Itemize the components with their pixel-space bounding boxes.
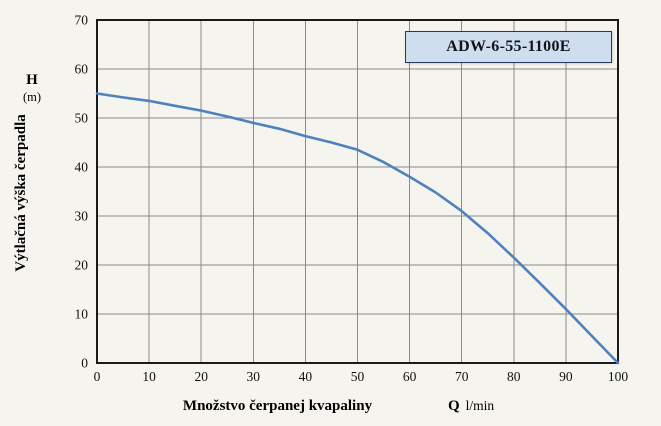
y-tick-label: 60 [75, 62, 89, 77]
y-tick-label: 0 [81, 356, 88, 371]
x-axis-title: Množstvo čerpanej kvapaliny [182, 398, 373, 414]
x-tick-label: 60 [403, 369, 417, 384]
y-axis-title: Výtlačná výška čerpadla [13, 114, 29, 272]
x-tick-label: 70 [455, 369, 469, 384]
x-tick-label: 100 [608, 369, 629, 384]
model-label: ADW-6-55-1100E [446, 38, 571, 55]
y-axis-unit: (m) [22, 89, 42, 104]
x-tick-label: 80 [507, 369, 521, 384]
x-tick-label: 10 [142, 369, 156, 384]
model-label-box: ADW-6-55-1100E [405, 31, 612, 63]
y-tick-label: 10 [75, 307, 89, 322]
y-tick-label: 40 [75, 160, 89, 175]
x-axis-symbol: Q [448, 398, 460, 414]
x-tick-label: 30 [247, 369, 261, 384]
x-tick-label: 20 [194, 369, 208, 384]
y-tick-label: 50 [75, 111, 89, 126]
pump-performance-curve [95, 92, 620, 365]
x-axis-unit: l/min [465, 398, 495, 413]
x-tick-label: 0 [94, 369, 101, 384]
x-tick-label: 40 [299, 369, 313, 384]
y-axis-symbol-letter: H [26, 72, 38, 88]
y-axis-symbol: H (m) [14, 72, 50, 105]
x-tick-label: 50 [351, 369, 365, 384]
plot-frame [96, 19, 619, 364]
x-tick-label: 90 [559, 369, 573, 384]
y-tick-label: 30 [75, 209, 89, 224]
y-tick-label: 70 [75, 13, 89, 28]
y-tick-label: 20 [75, 258, 89, 273]
